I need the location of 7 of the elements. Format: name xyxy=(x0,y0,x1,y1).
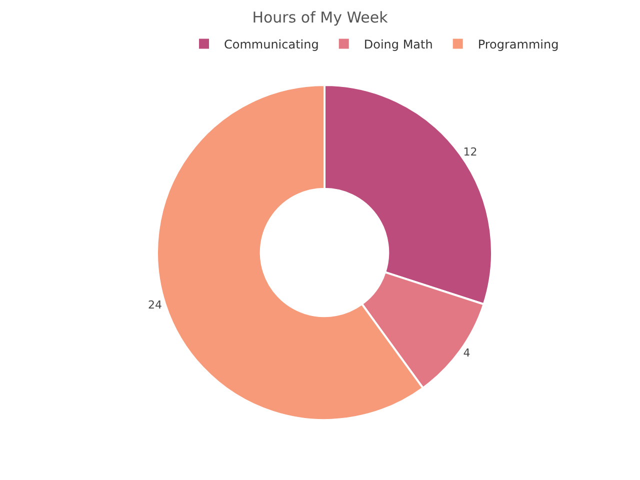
data-label: 4 xyxy=(463,346,470,360)
legend-label: Communicating xyxy=(224,37,319,52)
chart-title: Hours of My Week xyxy=(252,8,388,26)
data-label: 24 xyxy=(148,298,162,312)
legend-label: Doing Math xyxy=(364,37,433,52)
legend-label: Programming xyxy=(478,37,559,52)
data-label: 12 xyxy=(463,145,478,158)
